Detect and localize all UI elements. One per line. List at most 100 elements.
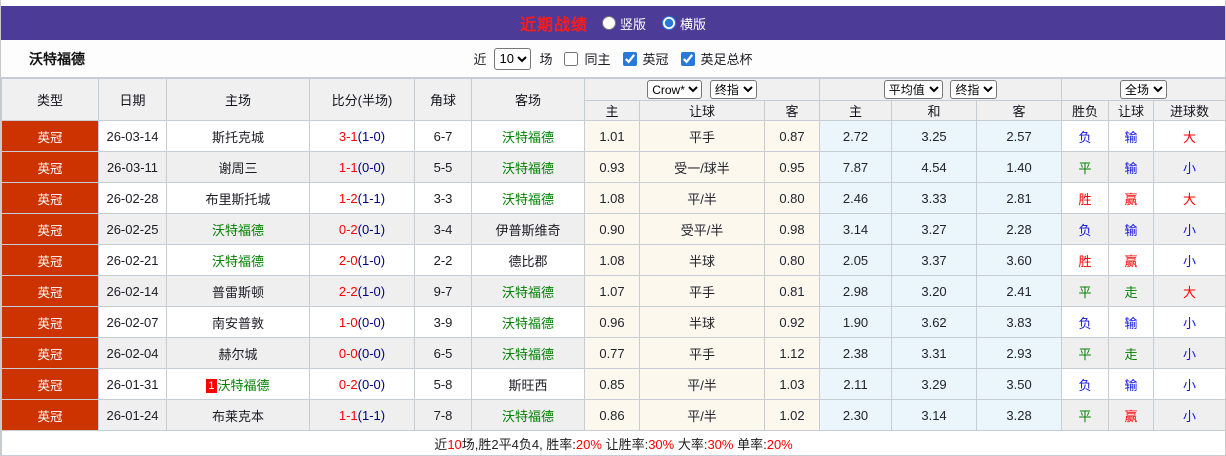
odds-away: 0.80 [763, 182, 821, 214]
score: 1-2(1-1) [309, 182, 415, 214]
avg-home: 3.14 [819, 213, 893, 245]
match-row: 英冠 26-01-31 1 沃特福德 0-2(0-0) 5-8 斯旺西 0.85 平/半 1.03… [1, 368, 1225, 400]
avg-away: 3.60 [976, 244, 1063, 276]
odds-home: 0.86 [584, 399, 640, 431]
cup-checkbox[interactable] [680, 51, 695, 66]
halftime-score: (0-0) [357, 159, 386, 175]
same-home-label[interactable]: 同主 [584, 52, 611, 67]
league-badge: 英冠 [1, 120, 99, 152]
odds-home: 1.08 [584, 182, 640, 214]
match-date: 26-01-24 [98, 399, 167, 431]
summary-row: 近10场,胜2平4负4, 胜率:20% 让胜率:30% 大率:30% 单率:20… [1, 430, 1225, 456]
odds-handicap: 半球 [639, 244, 765, 276]
league-badge: 英冠 [1, 151, 99, 183]
avg-draw: 3.14 [891, 399, 978, 431]
away-team[interactable]: 德比郡 [471, 244, 585, 276]
result-handicap: 走 [1108, 275, 1155, 307]
match-date: 26-02-07 [98, 306, 167, 338]
away-team[interactable]: 沃特福德 [471, 120, 585, 152]
home-team[interactable]: 斯托克城 [166, 120, 310, 152]
home-team[interactable]: 沃特福德 [166, 213, 310, 245]
result-outcome: 平 [1061, 337, 1110, 369]
match-row: 英冠 26-01-24 布莱克本 1-1(1-1) 7-8 沃特福德 0.86 平/半 1.02… [1, 399, 1225, 431]
home-team[interactable]: 布里斯托城 [166, 182, 310, 214]
filter-controls: 近 10 场 同主 英冠 英足总杯 [473, 47, 753, 70]
league-badge: 英冠 [1, 368, 99, 400]
result-goals: 小 [1153, 337, 1225, 369]
away-team[interactable]: 沃特福德 [471, 306, 585, 338]
title-bar: 近期战绩 竖版 横版 [1, 6, 1225, 40]
result-goals: 小 [1153, 151, 1225, 183]
radio-vertical-input[interactable] [601, 16, 616, 30]
result-outcome: 平 [1061, 151, 1110, 183]
odds-home: 1.08 [584, 244, 640, 276]
odds-away: 0.80 [763, 244, 821, 276]
avg-draw: 3.20 [891, 275, 978, 307]
result-handicap: 输 [1108, 306, 1155, 338]
result-goals: 大 [1153, 275, 1225, 307]
period-select[interactable]: 全场 [1120, 80, 1168, 99]
odds-handicap: 受平/半 [639, 213, 765, 245]
away-team[interactable]: 沃特福德 [471, 399, 585, 431]
odds-away: 1.12 [763, 337, 821, 369]
halftime-score: (0-0) [357, 345, 386, 361]
col-header-type: 类型 [1, 78, 99, 121]
col-header-corner: 角球 [414, 78, 472, 121]
match-row: 英冠 26-02-28 布里斯托城 1-2(1-1) 3-3 沃特福德 1.08 平/半 0.8… [1, 182, 1225, 214]
league-label[interactable]: 英冠 [642, 52, 669, 67]
col-header-odds-home: 主 [584, 100, 640, 121]
home-team[interactable]: 布莱克本 [166, 399, 310, 431]
halftime-score: (1-1) [357, 190, 386, 206]
away-team[interactable]: 沃特福德 [471, 151, 585, 183]
header-sub-row: 主 让球 客 主 和 客 胜负 让球 进球数 [2, 100, 1225, 121]
avg-away: 3.28 [976, 399, 1063, 431]
odds-home: 0.85 [584, 368, 640, 400]
average-stage-select[interactable]: 终指 [950, 80, 998, 99]
radio-horizontal-input[interactable] [662, 16, 676, 30]
match-count-select[interactable]: 10 [494, 47, 532, 70]
away-team[interactable]: 沃特福德 [471, 275, 585, 307]
odds-group-header: Crow* 终指 [583, 78, 821, 101]
corner-score: 5-8 [414, 368, 472, 400]
avg-away: 1.40 [976, 151, 1063, 183]
home-team[interactable]: 南安普敦 [166, 306, 310, 338]
fulltime-score: 0-2 [338, 221, 358, 237]
summary-segment: 20% [575, 436, 602, 452]
avg-home: 2.05 [819, 244, 893, 276]
average-select[interactable]: 平均值 [883, 80, 943, 99]
home-team[interactable]: 1 沃特福德 [166, 368, 310, 400]
page-title: 近期战绩 [519, 17, 588, 34]
odds-provider-select[interactable]: Crow* [647, 80, 703, 99]
radio-vertical-layout[interactable]: 竖版 [601, 14, 646, 33]
away-team[interactable]: 沃特福德 [471, 182, 585, 214]
result-goals: 小 [1153, 368, 1225, 400]
avg-draw: 4.54 [891, 151, 978, 183]
same-home-checkbox[interactable] [564, 51, 579, 66]
odds-handicap: 平手 [639, 120, 765, 152]
home-team[interactable]: 沃特福德 [166, 244, 310, 276]
odds-handicap: 平/半 [639, 368, 765, 400]
avg-away: 2.57 [976, 120, 1063, 152]
avg-away: 2.93 [976, 337, 1063, 369]
home-team[interactable]: 赫尔城 [166, 337, 310, 369]
league-checkbox[interactable] [622, 51, 637, 66]
away-team[interactable]: 伊普斯维奇 [471, 213, 585, 245]
home-team[interactable]: 普雷斯顿 [166, 275, 310, 307]
odds-handicap: 平手 [639, 275, 765, 307]
corner-score: 3-3 [414, 182, 472, 214]
odds-home: 0.77 [584, 337, 640, 369]
home-team[interactable]: 谢周三 [166, 151, 310, 183]
away-team[interactable]: 斯旺西 [471, 368, 585, 400]
result-goals: 小 [1153, 399, 1225, 431]
league-badge: 英冠 [1, 306, 99, 338]
result-group-header: 全场 [1061, 78, 1225, 101]
result-handicap: 赢 [1108, 182, 1155, 214]
odds-stage-select[interactable]: 终指 [709, 80, 757, 99]
cup-label[interactable]: 英足总杯 [700, 52, 753, 67]
away-team[interactable]: 沃特福德 [471, 337, 585, 369]
radio-horizontal-layout[interactable]: 横版 [662, 14, 706, 33]
fulltime-score: 0-2 [338, 376, 358, 392]
avg-away: 2.28 [976, 213, 1063, 245]
league-badge: 英冠 [1, 337, 99, 369]
avg-home: 7.87 [819, 151, 893, 183]
